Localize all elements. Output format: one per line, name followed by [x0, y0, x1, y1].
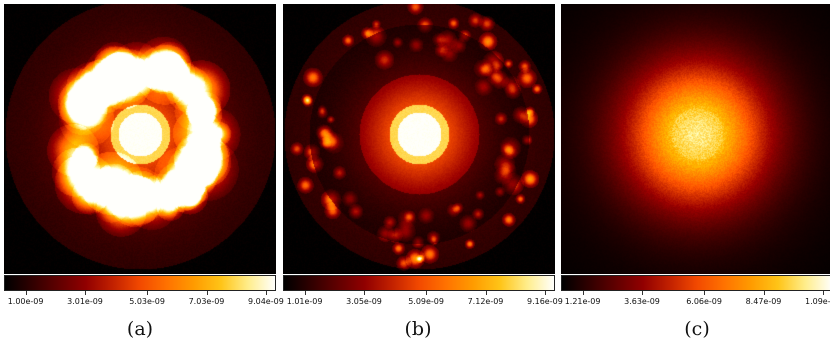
tick-label: 3.05e-09 [346, 297, 382, 306]
colorbar-tick [763, 291, 765, 295]
tick-label: 1.01e-09 [286, 297, 323, 306]
tick-label: 3.01e-09 [67, 297, 103, 306]
colorbar-tick [25, 291, 27, 295]
caption-c: (c) [684, 318, 710, 340]
colorbar-tick [304, 291, 306, 295]
colorbar-tick [582, 291, 584, 295]
tick-label: 5.03e-09 [129, 297, 165, 306]
colorbar-tick [265, 291, 267, 295]
colorbar-c [561, 275, 830, 291]
colorbar-tick [85, 291, 86, 295]
tick-label: 3.63e-09 [624, 297, 660, 306]
colorbar-ticks-c: 1.21e-09 3.63e-09 6.06e-09 8.47e-09 1.09… [561, 291, 830, 309]
image-a [4, 4, 276, 274]
colorbar-tick [822, 291, 824, 295]
panel-b: 1.01e-09 3.05e-09 5.09e-09 7.12e-09 9.16… [283, 4, 563, 309]
tick-label: 9.16e-09 [526, 297, 563, 306]
colorbar-tick [485, 291, 487, 295]
tick-label: 7.12e-09 [467, 297, 504, 306]
colorbar-tick [147, 291, 149, 295]
tick-label: 7.03e-09 [188, 297, 225, 306]
colorbar-b [283, 275, 555, 291]
colorbar-tick [544, 291, 546, 295]
tick-label: 9.04e-09 [247, 297, 284, 306]
tick-label: 1.21e-09 [564, 297, 601, 306]
image-c [561, 4, 830, 274]
colorbar-tick [704, 291, 706, 295]
colorbar-a [4, 275, 276, 291]
image-b [283, 4, 555, 274]
panel-a: 1.00e-09 3.01e-09 5.03e-09 7.03e-09 9.04… [4, 4, 284, 309]
panel-c: 1.21e-09 3.63e-09 6.06e-09 8.47e-09 1.09… [561, 4, 830, 309]
colorbar-tick [642, 291, 643, 295]
caption-a: (a) [126, 318, 154, 340]
tick-label: 5.09e-09 [408, 297, 444, 306]
tick-label: 1.09e-08 [804, 297, 830, 306]
tick-label: 1.00e-09 [7, 297, 44, 306]
colorbar-ticks-a: 1.00e-09 3.01e-09 5.03e-09 7.03e-09 9.04… [4, 291, 284, 309]
tick-label: 6.06e-09 [686, 297, 722, 306]
colorbar-tick [206, 291, 208, 295]
colorbar-tick [426, 291, 428, 295]
colorbar-ticks-b: 1.01e-09 3.05e-09 5.09e-09 7.12e-09 9.16… [283, 291, 563, 309]
colorbar-tick [364, 291, 365, 295]
caption-b: (b) [404, 318, 432, 340]
tick-label: 8.47e-09 [745, 297, 782, 306]
